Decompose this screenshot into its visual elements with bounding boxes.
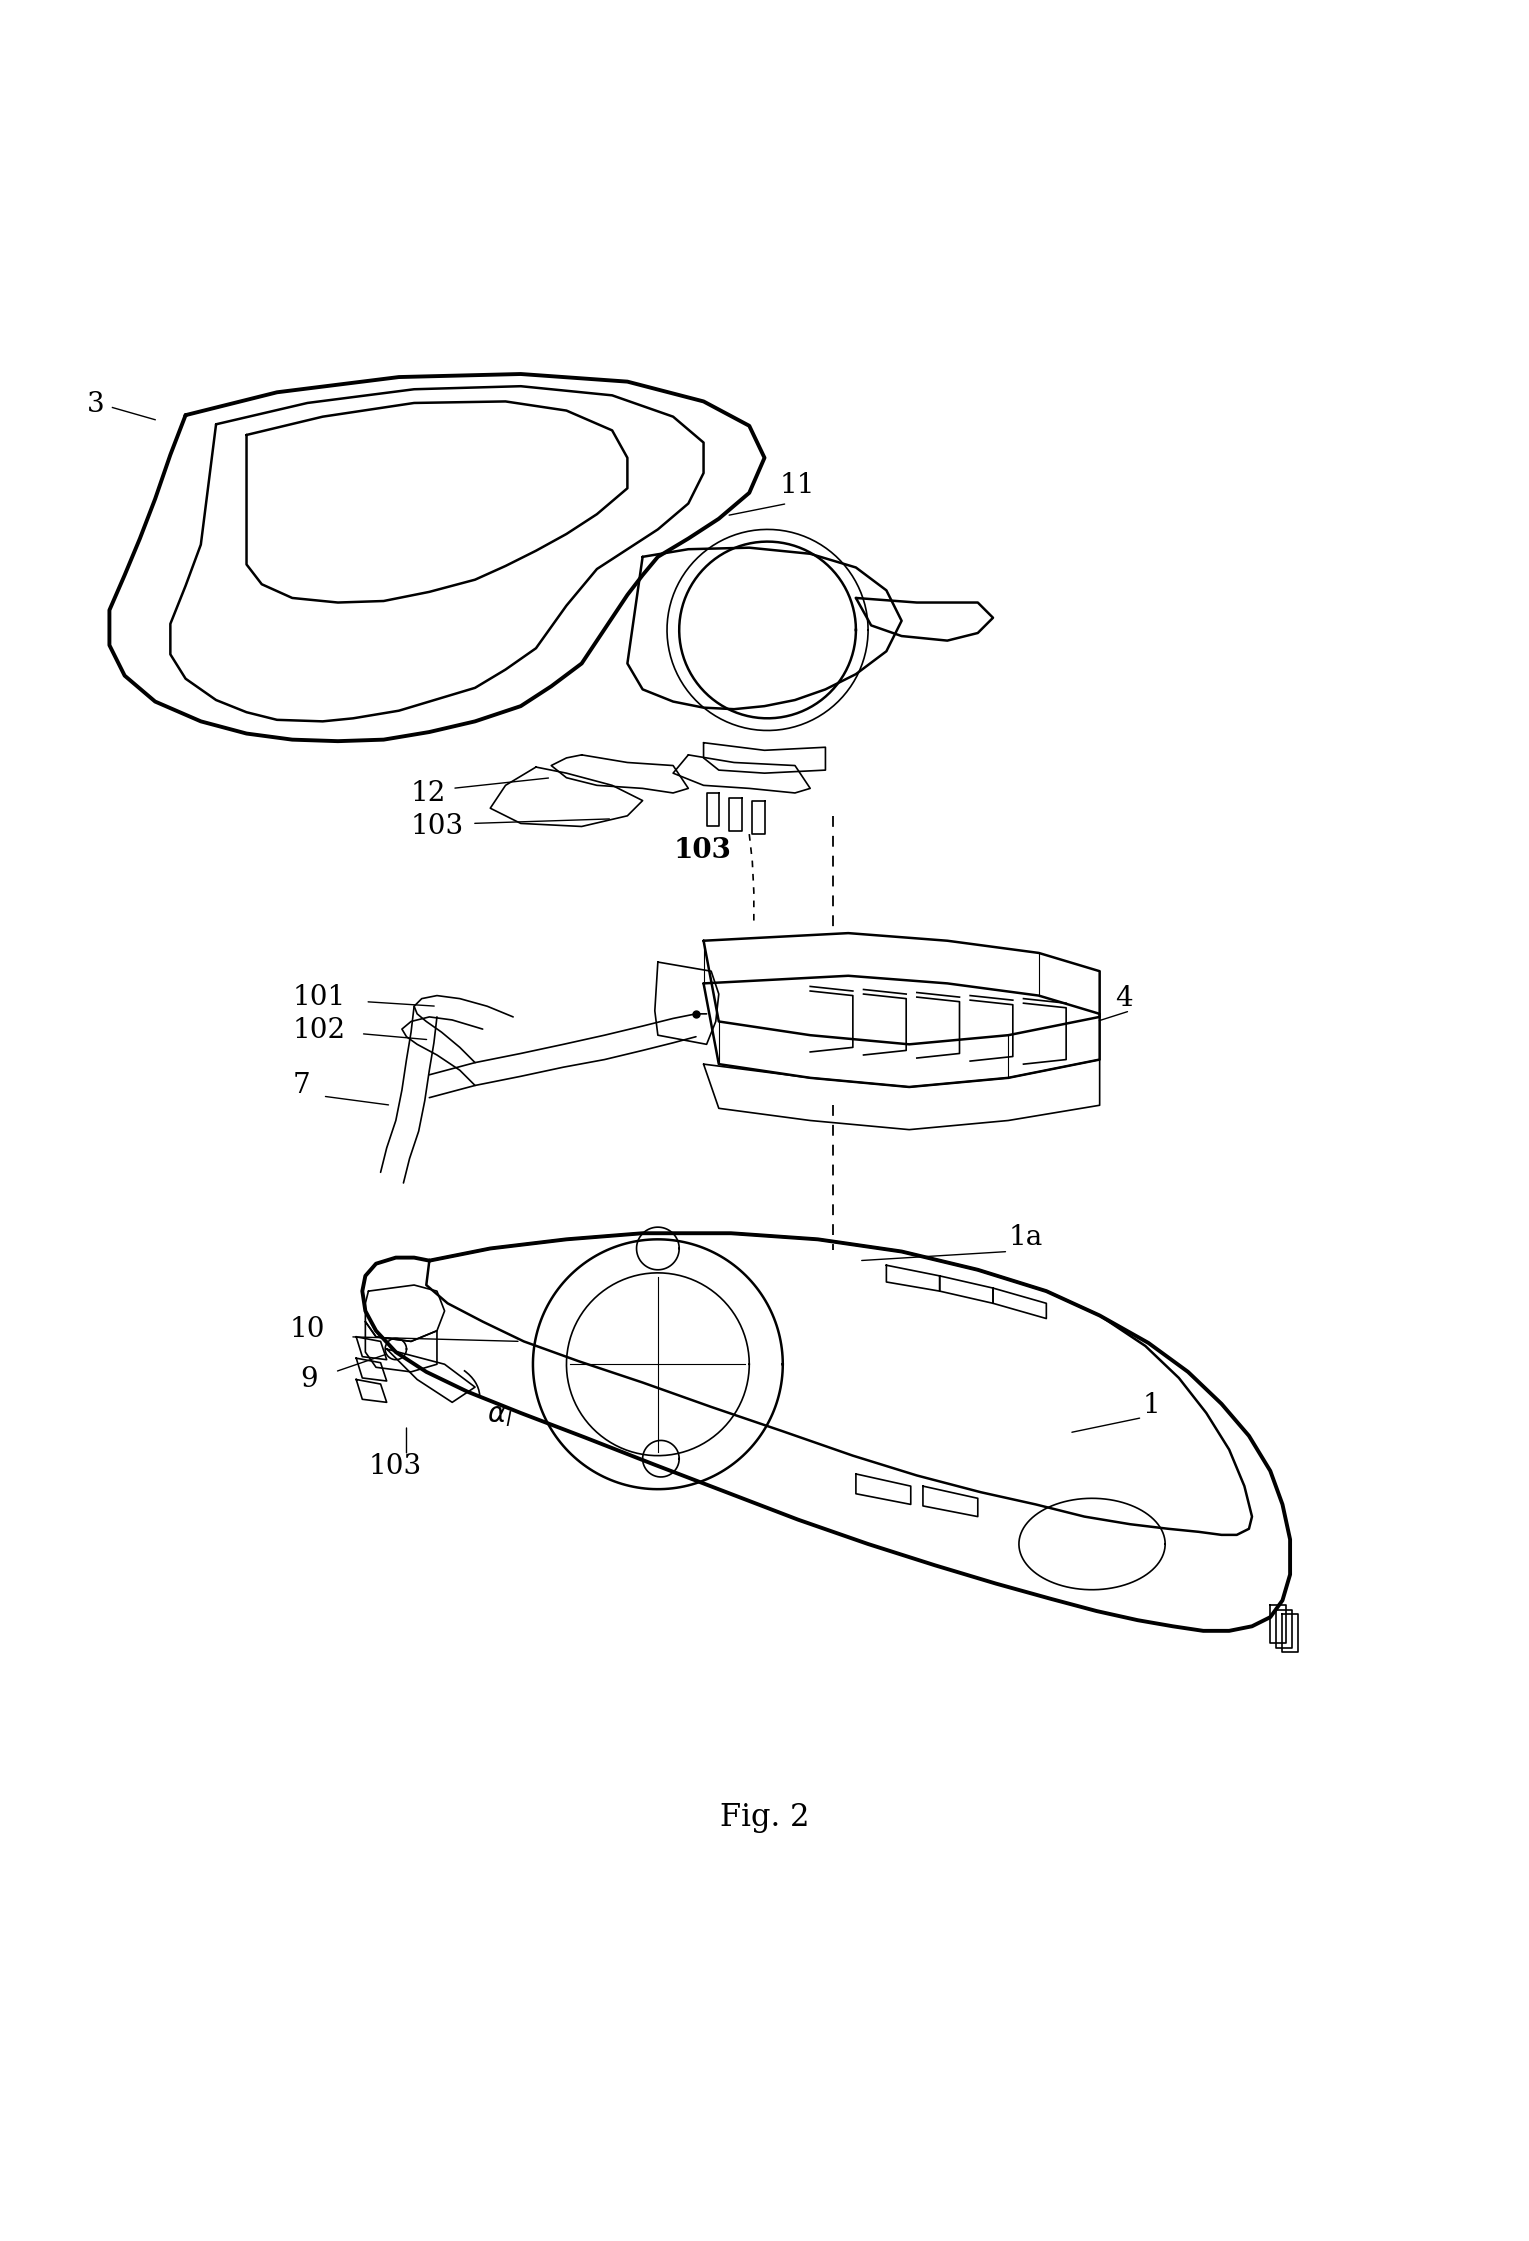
Text: $\alpha_l$: $\alpha_l$: [488, 1403, 512, 1430]
Text: Fig. 2: Fig. 2: [720, 1802, 809, 1833]
Text: 103: 103: [673, 838, 731, 865]
Text: 1: 1: [1142, 1392, 1161, 1419]
Text: 102: 102: [292, 1017, 346, 1044]
Text: 103: 103: [411, 813, 465, 840]
Text: 101: 101: [292, 984, 346, 1011]
Text: 7: 7: [292, 1071, 310, 1098]
Text: 3: 3: [87, 392, 104, 419]
Text: 103: 103: [368, 1452, 422, 1479]
Text: 10: 10: [289, 1315, 324, 1342]
Text: 9: 9: [300, 1367, 318, 1394]
Text: 4: 4: [1115, 986, 1133, 1013]
Text: 11: 11: [780, 473, 815, 500]
Text: 12: 12: [411, 780, 446, 807]
Text: 1a: 1a: [1008, 1224, 1043, 1250]
